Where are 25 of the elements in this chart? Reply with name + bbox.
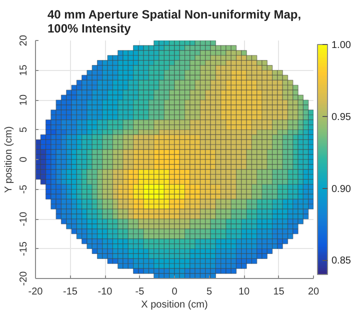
y-tick-label: 20 (18, 34, 30, 46)
x-tick-label: 0 (172, 286, 178, 298)
x-axis-title: X position (cm) (141, 300, 208, 310)
x-tick-label: 15 (273, 286, 285, 298)
color-bar-label: 0.85 (332, 256, 352, 267)
x-tick-label: 5 (206, 286, 212, 298)
y-tick-label: 5 (18, 126, 30, 133)
x-tick-label: 20 (308, 286, 320, 298)
x-tick-label: 10 (238, 286, 250, 298)
color-bar-label: 0.95 (332, 112, 352, 123)
x-tick-label: -5 (135, 286, 145, 298)
color-bar-label: 0.90 (332, 184, 352, 195)
chart-title: 40 mm Aperture Spatial Non-uniformity Map, 100% Intensity (47, 8, 302, 36)
x-tick-label: -15 (63, 286, 78, 298)
y-tick-label: 10 (18, 94, 30, 106)
y-tick-label: 0 (18, 156, 30, 162)
y-tick-label: -5 (18, 184, 30, 194)
color-bar-label: 1.00 (332, 40, 352, 51)
y-tick-label: -10 (18, 211, 30, 226)
y-axis-title: Y position (cm) (4, 126, 14, 193)
y-tick-label: -20 (18, 270, 30, 286)
y-tick-label: 15 (18, 64, 30, 76)
x-tick-label: -10 (98, 286, 113, 298)
x-tick-label: -20 (28, 286, 44, 298)
y-tick-label: -15 (18, 241, 30, 256)
